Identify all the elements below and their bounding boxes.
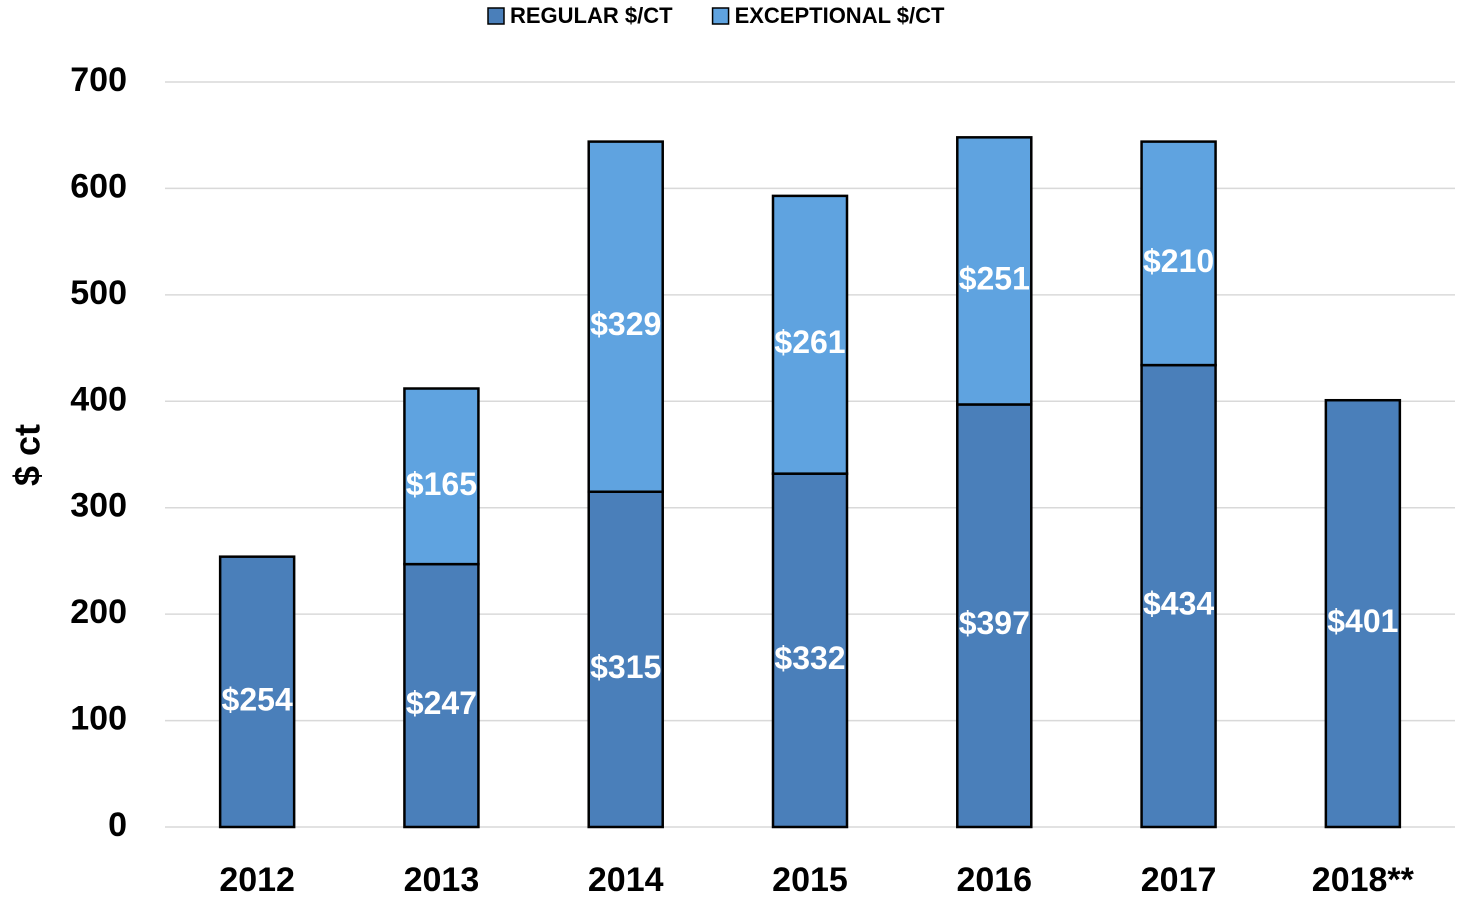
y-tick-label: 500 xyxy=(70,274,127,312)
data-label: $210 xyxy=(1143,243,1214,279)
data-label: $251 xyxy=(959,260,1030,296)
x-tick-label: 2016 xyxy=(956,861,1032,899)
y-tick-label: 100 xyxy=(70,700,127,738)
bar-segment xyxy=(403,387,480,566)
bar-segment xyxy=(587,140,664,493)
data-label: $247 xyxy=(406,685,477,721)
bar-segment xyxy=(956,136,1033,406)
legend-swatch xyxy=(487,7,505,25)
x-tick-label: 2018** xyxy=(1312,861,1415,899)
data-label: $397 xyxy=(959,605,1030,641)
x-tick-label: 2015 xyxy=(772,861,848,899)
bar-segment xyxy=(218,555,296,829)
y-tick-label: 200 xyxy=(70,593,127,631)
bar-segment xyxy=(1140,140,1217,367)
data-label: $332 xyxy=(774,640,845,676)
data-label: $315 xyxy=(590,649,661,685)
y-tick-label: 400 xyxy=(70,380,127,418)
data-label: $254 xyxy=(222,681,293,717)
x-tick-label: 2017 xyxy=(1141,861,1217,899)
legend-label: EXCEPTIONAL $/CT xyxy=(735,3,945,28)
y-tick-label: 0 xyxy=(108,806,127,844)
bar-segment xyxy=(771,194,849,475)
y-tick-label: 600 xyxy=(70,167,127,205)
y-tick-label: 700 xyxy=(70,61,127,99)
bar-segment xyxy=(956,403,1033,829)
legend-swatch xyxy=(711,7,730,25)
data-label: $329 xyxy=(590,306,661,342)
data-label: $434 xyxy=(1143,586,1214,622)
x-tick-label: 2012 xyxy=(219,861,295,899)
data-label: $401 xyxy=(1327,603,1398,639)
y-axis-label: $ ct xyxy=(7,424,48,486)
y-tick-label: 300 xyxy=(70,487,127,525)
legend-label: REGULAR $/CT xyxy=(510,3,673,28)
bar-segment xyxy=(1324,398,1402,829)
data-label: $165 xyxy=(406,466,477,502)
bar-segment xyxy=(1140,363,1217,829)
data-label: $261 xyxy=(774,324,845,360)
bar-segment xyxy=(403,562,480,829)
x-tick-label: 2013 xyxy=(404,861,480,899)
x-tick-label: 2014 xyxy=(588,861,664,899)
